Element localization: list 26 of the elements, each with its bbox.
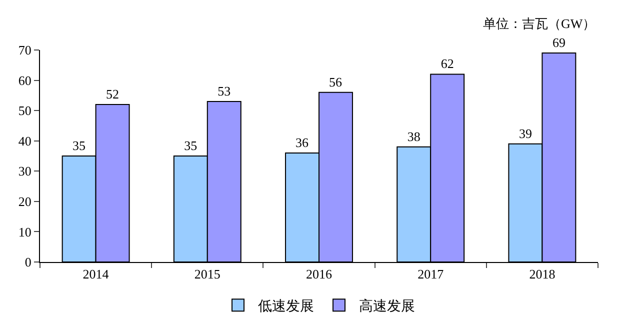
y-tick-label: 0: [24, 254, 32, 270]
x-tick-label: 2017: [418, 266, 444, 282]
y-tick-label: 50: [18, 103, 32, 118]
x-tick-label: 2016: [306, 266, 332, 282]
x-tick-label: 2014: [82, 266, 110, 282]
y-tick-label: 20: [18, 194, 32, 209]
y-tick-label: 10: [18, 224, 32, 240]
data-label: 35: [184, 138, 198, 153]
x-tick-label: 2018: [529, 266, 556, 282]
data-label: 52: [106, 86, 120, 102]
y-tick-label: 30: [18, 164, 32, 179]
y-tick-label: 70: [18, 42, 32, 58]
data-label: 53: [218, 83, 231, 98]
y-tick-label: 40: [18, 133, 32, 148]
legend-label: 低速发展: [258, 298, 314, 315]
data-label: 62: [440, 56, 454, 72]
x-tick-label: 2015: [194, 266, 220, 282]
y-tick-label: 60: [18, 72, 32, 88]
data-label: 36: [296, 134, 310, 150]
data-label: 56: [328, 74, 342, 90]
data-label: 39: [518, 126, 532, 141]
legend-label: 高速发展: [359, 298, 415, 315]
data-label: 69: [552, 35, 566, 50]
text: 单位：吉瓦（GW）: [483, 16, 596, 31]
data-label: 38: [407, 128, 420, 144]
data-label: 35: [72, 138, 86, 153]
